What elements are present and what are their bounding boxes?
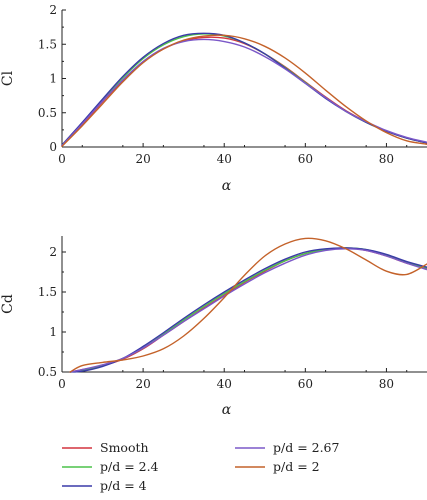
- legend-label: p/d = 2: [273, 459, 320, 474]
- legend-label: Smooth: [100, 440, 149, 455]
- series-line-smooth: [69, 247, 427, 373]
- y-tick-label: 1.5: [38, 285, 57, 299]
- series-line-p-d-2-4: [69, 247, 427, 373]
- legend-label: p/d = 2.67: [273, 440, 340, 455]
- legend-label: p/d = 2.4: [100, 459, 159, 474]
- y-axis-label: Cl: [0, 70, 16, 86]
- legend-label: p/d = 4: [100, 478, 147, 493]
- series-line-p-d-2-4: [61, 33, 427, 146]
- series-line-p-d-2-67: [69, 248, 427, 373]
- cd-chart: 0 20 40 60 80 0.5 1 1.5 2 α Cd: [0, 236, 427, 418]
- legend-item: Smooth: [62, 440, 149, 455]
- x-tick-label: 80: [379, 152, 394, 166]
- x-tick-label: 20: [135, 377, 150, 391]
- series-line-p-d-2: [69, 237, 427, 373]
- x-tick-label: 80: [379, 377, 394, 391]
- y-tick-label: 2: [49, 245, 57, 259]
- x-axis-label: α: [222, 178, 232, 194]
- x-tick-label: 40: [217, 152, 232, 166]
- legend-item: p/d = 2.4: [62, 459, 159, 474]
- x-tick-label: 60: [298, 152, 313, 166]
- y-tick-label: 1: [49, 325, 57, 339]
- cl-chart: 0 20 40 60 80 0 0.5 1 1.5 2 α Cl: [0, 3, 427, 194]
- y-tick-label: 1.5: [38, 37, 57, 51]
- x-tick-label: 60: [298, 377, 313, 391]
- y-tick-label: 0.5: [38, 106, 57, 120]
- y-tick-label: 1: [49, 72, 57, 86]
- series-line-p-d-2: [61, 34, 427, 148]
- y-tick-label: 0.5: [38, 365, 57, 379]
- x-tick-label: 40: [217, 377, 232, 391]
- legend: Smooth p/d = 2.4 p/d = 4 p/d = 2.67 p/d = 2: [62, 440, 340, 493]
- legend-item: p/d = 2: [235, 459, 320, 474]
- x-axis-label: α: [222, 402, 232, 418]
- x-tick-label: 20: [135, 152, 150, 166]
- y-axis-label: Cd: [0, 294, 16, 314]
- legend-item: p/d = 2.67: [235, 440, 340, 455]
- y-tick-label: 0: [49, 140, 57, 154]
- x-tick-label: 0: [58, 152, 66, 166]
- series-line-p-d-4: [69, 247, 427, 373]
- y-tick-label: 2: [49, 3, 57, 17]
- legend-item: p/d = 4: [62, 478, 147, 493]
- x-tick-label: 0: [58, 377, 66, 391]
- series-line-p-d-2-67: [61, 38, 427, 147]
- series-line-smooth: [61, 36, 427, 147]
